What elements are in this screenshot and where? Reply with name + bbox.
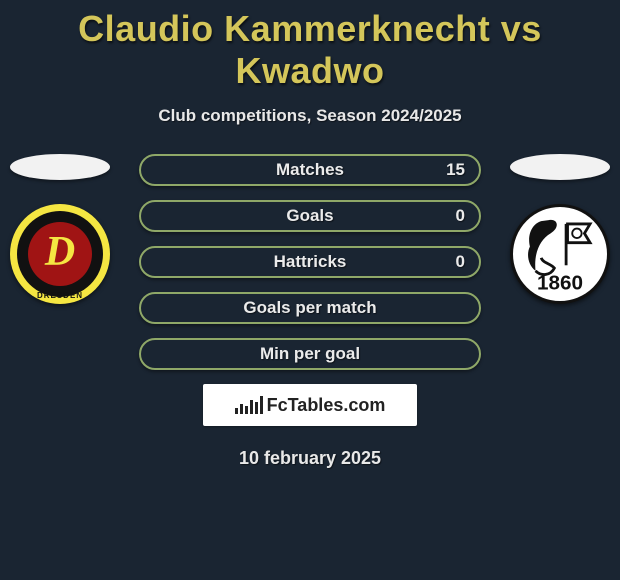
stat-label: Matches bbox=[276, 160, 344, 180]
branding-box[interactable]: FcTables.com bbox=[203, 384, 417, 426]
lion-shape bbox=[528, 220, 557, 271]
subtitle: Club competitions, Season 2024/2025 bbox=[0, 106, 620, 126]
club-badge-left: D DRESDEN bbox=[10, 204, 110, 304]
page-title: Claudio Kammerknecht vs Kwadwo bbox=[0, 0, 620, 92]
stat-row-goals: Goals 0 bbox=[139, 200, 481, 232]
player-left-placeholder bbox=[10, 154, 110, 180]
comparison-area: D DRESDEN 1860 Matches 15 Goal bbox=[0, 154, 620, 469]
stat-row-matches: Matches 15 bbox=[139, 154, 481, 186]
dynamo-ring: D bbox=[17, 211, 103, 297]
bar-chart-icon bbox=[235, 396, 263, 414]
player-right-placeholder bbox=[510, 154, 610, 180]
stat-label: Hattricks bbox=[274, 252, 347, 272]
m1860-svg: 1860 bbox=[513, 207, 607, 301]
m1860-year: 1860 bbox=[537, 272, 583, 295]
dynamo-letter: D bbox=[45, 228, 75, 276]
stat-label: Goals per match bbox=[243, 298, 376, 318]
stat-right-value: 0 bbox=[456, 206, 465, 226]
stat-rows: Matches 15 Goals 0 Hattricks 0 Goals per… bbox=[139, 154, 481, 370]
flag-ring bbox=[572, 229, 581, 238]
club-badge-right: 1860 bbox=[510, 204, 610, 304]
stat-row-min-per-goal: Min per goal bbox=[139, 338, 481, 370]
flag-icon bbox=[568, 224, 591, 243]
stat-row-goals-per-match: Goals per match bbox=[139, 292, 481, 324]
dynamo-ribbon-text: DRESDEN bbox=[10, 291, 110, 300]
player-right-slot: 1860 bbox=[510, 154, 610, 304]
dynamo-inner: D bbox=[28, 222, 92, 286]
stat-label: Min per goal bbox=[260, 344, 360, 364]
stat-right-value: 0 bbox=[456, 252, 465, 272]
stat-right-value: 15 bbox=[446, 160, 465, 180]
branding-text: FcTables.com bbox=[267, 395, 386, 416]
player-left-slot: D DRESDEN bbox=[10, 154, 110, 304]
footer-date: 10 february 2025 bbox=[0, 448, 620, 469]
stat-row-hattricks: Hattricks 0 bbox=[139, 246, 481, 278]
stat-label: Goals bbox=[286, 206, 333, 226]
